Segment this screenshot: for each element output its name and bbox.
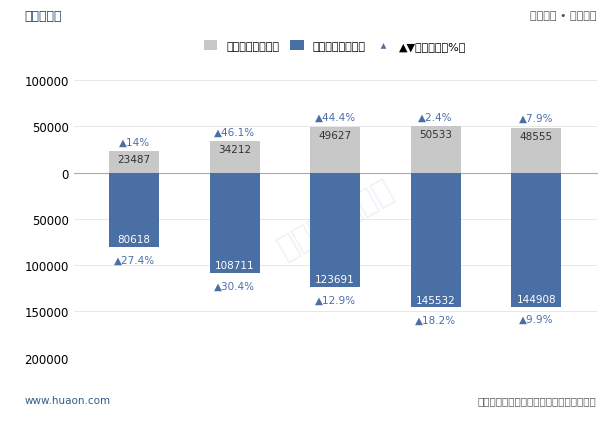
Text: 数据来源：中国海关，华经产业研究院整理: 数据来源：中国海关，华经产业研究院整理 xyxy=(478,395,597,406)
Bar xyxy=(109,152,159,173)
Text: ▲30.4%: ▲30.4% xyxy=(214,281,255,291)
Text: 华经产业研究院: 华经产业研究院 xyxy=(272,175,398,264)
Bar xyxy=(511,128,561,173)
Text: ▲12.9%: ▲12.9% xyxy=(315,295,355,305)
Text: 48555: 48555 xyxy=(520,131,553,141)
Bar xyxy=(210,142,260,173)
Bar xyxy=(109,173,159,248)
Text: ▲18.2%: ▲18.2% xyxy=(415,315,456,325)
Bar xyxy=(310,127,360,173)
Text: 123691: 123691 xyxy=(315,275,355,285)
Text: ▲44.4%: ▲44.4% xyxy=(315,113,355,123)
Text: 华经情报网: 华经情报网 xyxy=(25,9,62,23)
Text: 80618: 80618 xyxy=(117,235,151,245)
Text: 108711: 108711 xyxy=(215,261,255,271)
Text: ▲46.1%: ▲46.1% xyxy=(214,127,255,137)
Text: ▲27.4%: ▲27.4% xyxy=(114,255,155,265)
Text: 144908: 144908 xyxy=(517,294,556,304)
Text: ▲9.9%: ▲9.9% xyxy=(519,314,554,324)
Text: ▲14%: ▲14% xyxy=(119,137,149,147)
Bar xyxy=(411,127,461,173)
Bar xyxy=(411,173,461,308)
Bar xyxy=(511,173,561,307)
Text: 23487: 23487 xyxy=(117,154,151,164)
Text: 34212: 34212 xyxy=(218,144,251,154)
Text: 145532: 145532 xyxy=(416,295,456,305)
Bar xyxy=(310,173,360,288)
Text: ▲7.9%: ▲7.9% xyxy=(519,114,554,124)
Text: 2020-2024年11月池州市商品收发货人所在地进、出口额: 2020-2024年11月池州市商品收发货人所在地进、出口额 xyxy=(139,38,476,56)
Text: 专业严谨 • 客观科学: 专业严谨 • 客观科学 xyxy=(530,11,597,21)
Text: 49627: 49627 xyxy=(319,130,352,140)
Text: ▲2.4%: ▲2.4% xyxy=(418,112,453,122)
Text: 50533: 50533 xyxy=(419,130,452,139)
Legend: 出口额（万美元）, 进口额（万美元）, ▲▼同比增长（%）: 出口额（万美元）, 进口额（万美元）, ▲▼同比增长（%） xyxy=(200,37,470,56)
Text: www.huaon.com: www.huaon.com xyxy=(25,395,111,406)
Bar xyxy=(210,173,260,273)
